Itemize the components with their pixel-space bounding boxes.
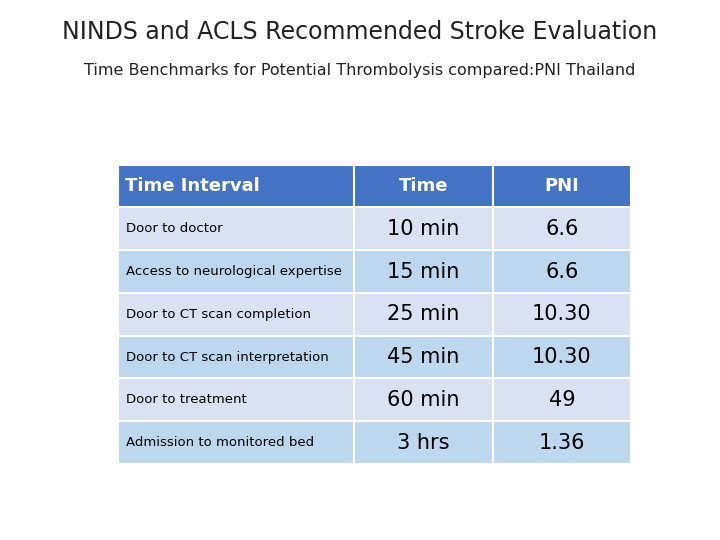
FancyBboxPatch shape bbox=[118, 379, 354, 421]
FancyBboxPatch shape bbox=[492, 207, 631, 250]
Text: 15 min: 15 min bbox=[387, 261, 459, 281]
Text: 10.30: 10.30 bbox=[532, 304, 592, 325]
Text: Door to treatment: Door to treatment bbox=[126, 393, 247, 406]
Text: Time Benchmarks for Potential Thrombolysis compared:PNI Thailand: Time Benchmarks for Potential Thrombolys… bbox=[84, 63, 636, 78]
FancyBboxPatch shape bbox=[118, 165, 354, 207]
Text: 3 hrs: 3 hrs bbox=[397, 433, 449, 453]
FancyBboxPatch shape bbox=[492, 293, 631, 336]
FancyBboxPatch shape bbox=[354, 336, 492, 379]
Text: 6.6: 6.6 bbox=[545, 219, 579, 239]
FancyBboxPatch shape bbox=[492, 250, 631, 293]
Text: 10.30: 10.30 bbox=[532, 347, 592, 367]
Text: Door to doctor: Door to doctor bbox=[126, 222, 223, 235]
FancyBboxPatch shape bbox=[492, 379, 631, 421]
FancyBboxPatch shape bbox=[118, 250, 354, 293]
Text: Access to neurological expertise: Access to neurological expertise bbox=[126, 265, 342, 278]
Text: PNI: PNI bbox=[544, 177, 580, 195]
FancyBboxPatch shape bbox=[492, 421, 631, 464]
FancyBboxPatch shape bbox=[118, 293, 354, 336]
Text: NINDS and ACLS Recommended Stroke Evaluation: NINDS and ACLS Recommended Stroke Evalua… bbox=[63, 21, 657, 44]
Text: 60 min: 60 min bbox=[387, 390, 459, 410]
Text: Door to CT scan completion: Door to CT scan completion bbox=[126, 308, 311, 321]
FancyBboxPatch shape bbox=[354, 421, 492, 464]
FancyBboxPatch shape bbox=[354, 293, 492, 336]
FancyBboxPatch shape bbox=[354, 379, 492, 421]
FancyBboxPatch shape bbox=[492, 165, 631, 207]
Text: 45 min: 45 min bbox=[387, 347, 459, 367]
Text: Admission to monitored bed: Admission to monitored bed bbox=[126, 436, 315, 449]
FancyBboxPatch shape bbox=[118, 336, 354, 379]
FancyBboxPatch shape bbox=[118, 207, 354, 250]
Text: 49: 49 bbox=[549, 390, 575, 410]
Text: 1.36: 1.36 bbox=[539, 433, 585, 453]
FancyBboxPatch shape bbox=[118, 421, 354, 464]
FancyBboxPatch shape bbox=[354, 207, 492, 250]
FancyBboxPatch shape bbox=[354, 250, 492, 293]
FancyBboxPatch shape bbox=[492, 336, 631, 379]
Text: 25 min: 25 min bbox=[387, 304, 459, 325]
Text: Time: Time bbox=[399, 177, 448, 195]
Text: 6.6: 6.6 bbox=[545, 261, 579, 281]
Text: Door to CT scan interpretation: Door to CT scan interpretation bbox=[126, 350, 329, 363]
Text: 10 min: 10 min bbox=[387, 219, 459, 239]
Text: Time Interval: Time Interval bbox=[125, 177, 259, 195]
FancyBboxPatch shape bbox=[354, 165, 492, 207]
